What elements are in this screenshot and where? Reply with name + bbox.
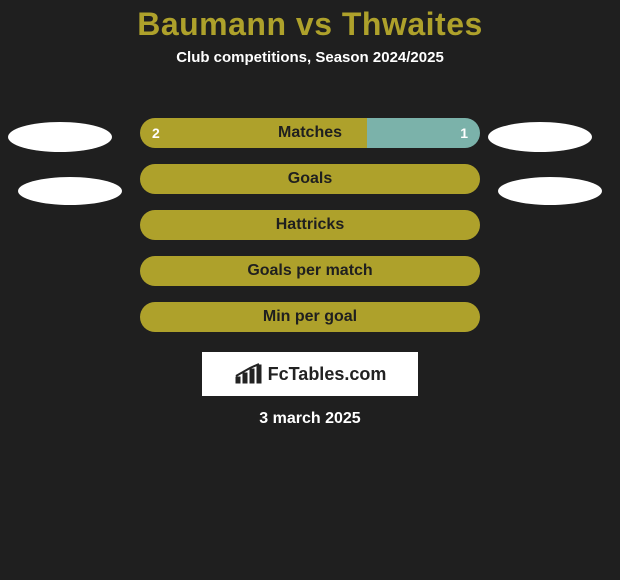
stat-row: Goals [0, 164, 620, 210]
stat-row: Goals per match [0, 256, 620, 302]
page-subtitle: Club competitions, Season 2024/2025 [0, 49, 620, 66]
logo-box: FcTables.com [202, 352, 418, 396]
stat-label: Min per goal [140, 302, 480, 332]
stat-bar-track: Goals per match [140, 256, 480, 286]
stat-value-left: 2 [152, 118, 160, 148]
chart-area: Matches2 1 Goals Hattricks Goals per match Mi… [0, 118, 620, 348]
date-line: 3 march 2025 [0, 410, 620, 428]
stat-label: Matches [140, 118, 480, 148]
stat-bar-track: Goals [140, 164, 480, 194]
page-title: Baumann vs Thwaites [0, 0, 620, 43]
comparison-canvas: Baumann vs Thwaites Club competitions, S… [0, 0, 620, 580]
stat-bar-track: Matches2 1 [140, 118, 480, 148]
stat-row: Matches2 1 [0, 118, 620, 164]
stat-row: Hattricks [0, 210, 620, 256]
stat-row: Min per goal [0, 302, 620, 348]
stat-value-right: 1 [460, 118, 468, 148]
logo-text: FcTables.com [268, 364, 387, 385]
stat-label: Goals [140, 164, 480, 194]
stat-bar-track: Hattricks [140, 210, 480, 240]
logo-icon [234, 363, 262, 385]
stat-bar-track: Min per goal [140, 302, 480, 332]
stat-label: Goals per match [140, 256, 480, 286]
stat-label: Hattricks [140, 210, 480, 240]
